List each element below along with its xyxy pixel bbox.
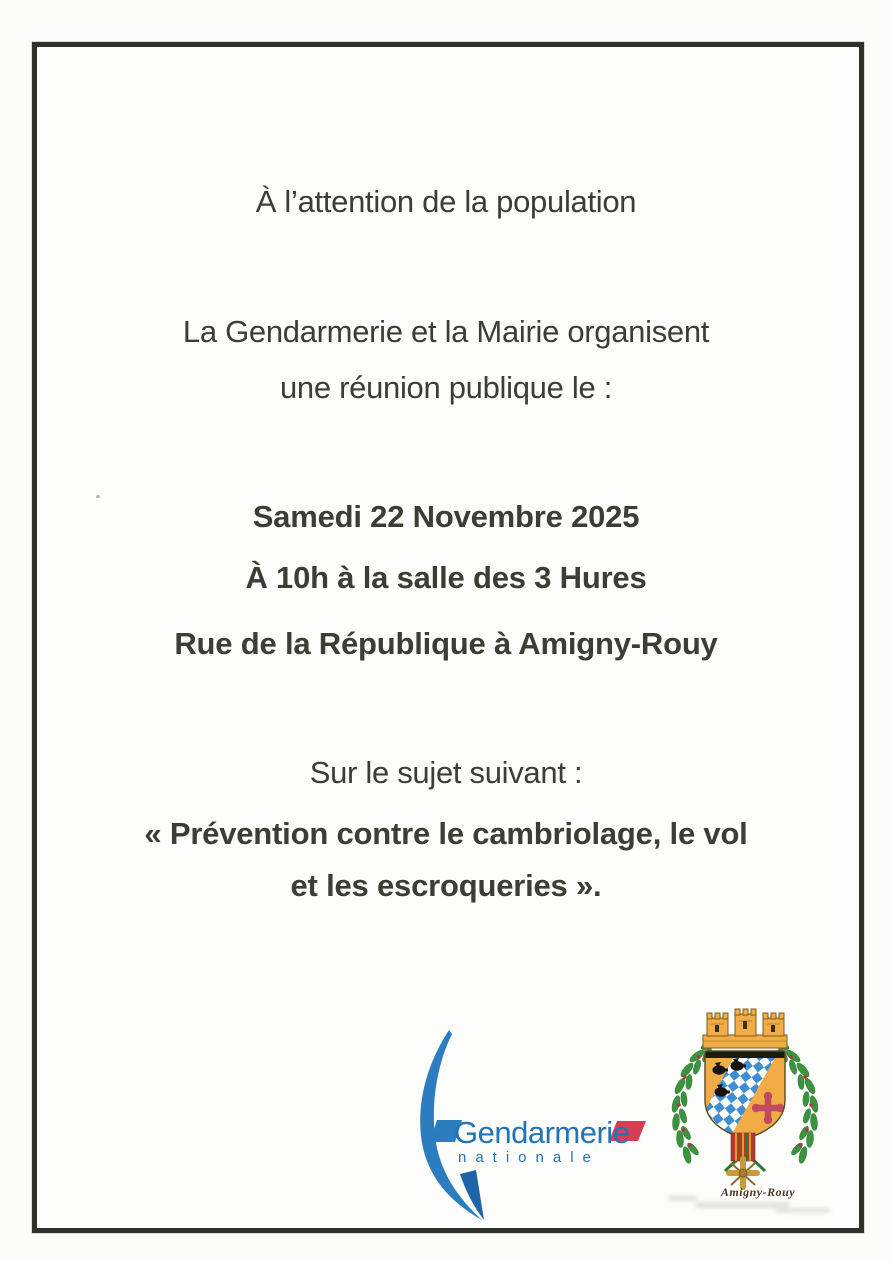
- intro-line-2: une réunion publique le :: [279, 370, 613, 405]
- toulouse-cross: [751, 1091, 785, 1125]
- gendarmerie-subtitle: nationale: [458, 1149, 600, 1166]
- scan-smudge: [695, 1202, 790, 1208]
- amigny-rouy-coat-of-arms-icon: [671, 1008, 819, 1190]
- gendarmerie-swoosh-icon: [420, 1030, 646, 1220]
- intro-line-1: La Gendarmerie et la Mairie organisent: [182, 314, 710, 349]
- gendarmerie-wordmark: Gendarmerie: [454, 1115, 630, 1150]
- scan-smudge: [668, 1196, 698, 1201]
- subject-line-1: « Prévention contre le cambriolage, le v…: [144, 816, 748, 851]
- subject-line-2: et les escroqueries ».: [290, 868, 602, 903]
- address-line: Rue de la République à Amigny-Rouy: [174, 626, 718, 661]
- boar-heads: [712, 1058, 746, 1097]
- shield: [704, 1050, 786, 1140]
- scan-artifact-dot: [96, 495, 100, 498]
- gendarmerie-logo: Gendarmerie nationale: [408, 1028, 648, 1223]
- subject-intro-line: Sur le sujet suivant :: [309, 755, 583, 790]
- crest-caption: Amigny-Rouy: [720, 1185, 796, 1199]
- notice-heading: À l’attention de la population: [255, 184, 637, 219]
- commune-coat-of-arms: Amigny-Rouy: [665, 1005, 850, 1210]
- war-cross-medal: [726, 1132, 760, 1190]
- date-line: Samedi 22 Novembre 2025: [252, 499, 640, 534]
- mural-crown: [702, 1008, 788, 1049]
- time-place-line: À 10h à la salle des 3 Hures: [245, 560, 647, 595]
- scan-smudge: [775, 1208, 830, 1213]
